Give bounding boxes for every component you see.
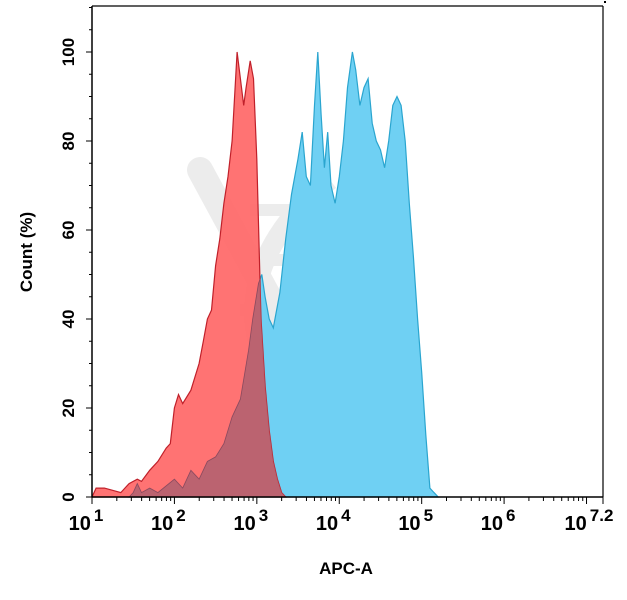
x-tick-label: 10 4 xyxy=(316,506,351,535)
x-tick-label: 10 6 xyxy=(481,506,516,535)
axes: 0 20 40 60 80 100 10 1 10 2 10 3 10 4 10 5 10 6 10 7.2 xyxy=(59,1,613,535)
histogram-series xyxy=(91,51,440,498)
x-tick-label: 10 2 xyxy=(151,506,186,535)
x-tick-label: 10 1 xyxy=(69,506,104,535)
x-tick-label: 10 3 xyxy=(233,506,268,535)
y-tick-label: 60 xyxy=(59,221,78,240)
x-tick-label: 10 7.2 xyxy=(565,506,614,535)
y-tick-label: 100 xyxy=(59,38,78,66)
x-axis-title: APC-A xyxy=(319,559,373,578)
y-tick-label: 20 xyxy=(59,399,78,418)
y-tick-label: 80 xyxy=(59,132,78,151)
x-tick-label: 10 5 xyxy=(398,506,433,535)
y-axis-title: Count (%) xyxy=(17,212,36,292)
y-tick-label: 40 xyxy=(59,310,78,329)
y-tick-label: 0 xyxy=(59,492,78,501)
